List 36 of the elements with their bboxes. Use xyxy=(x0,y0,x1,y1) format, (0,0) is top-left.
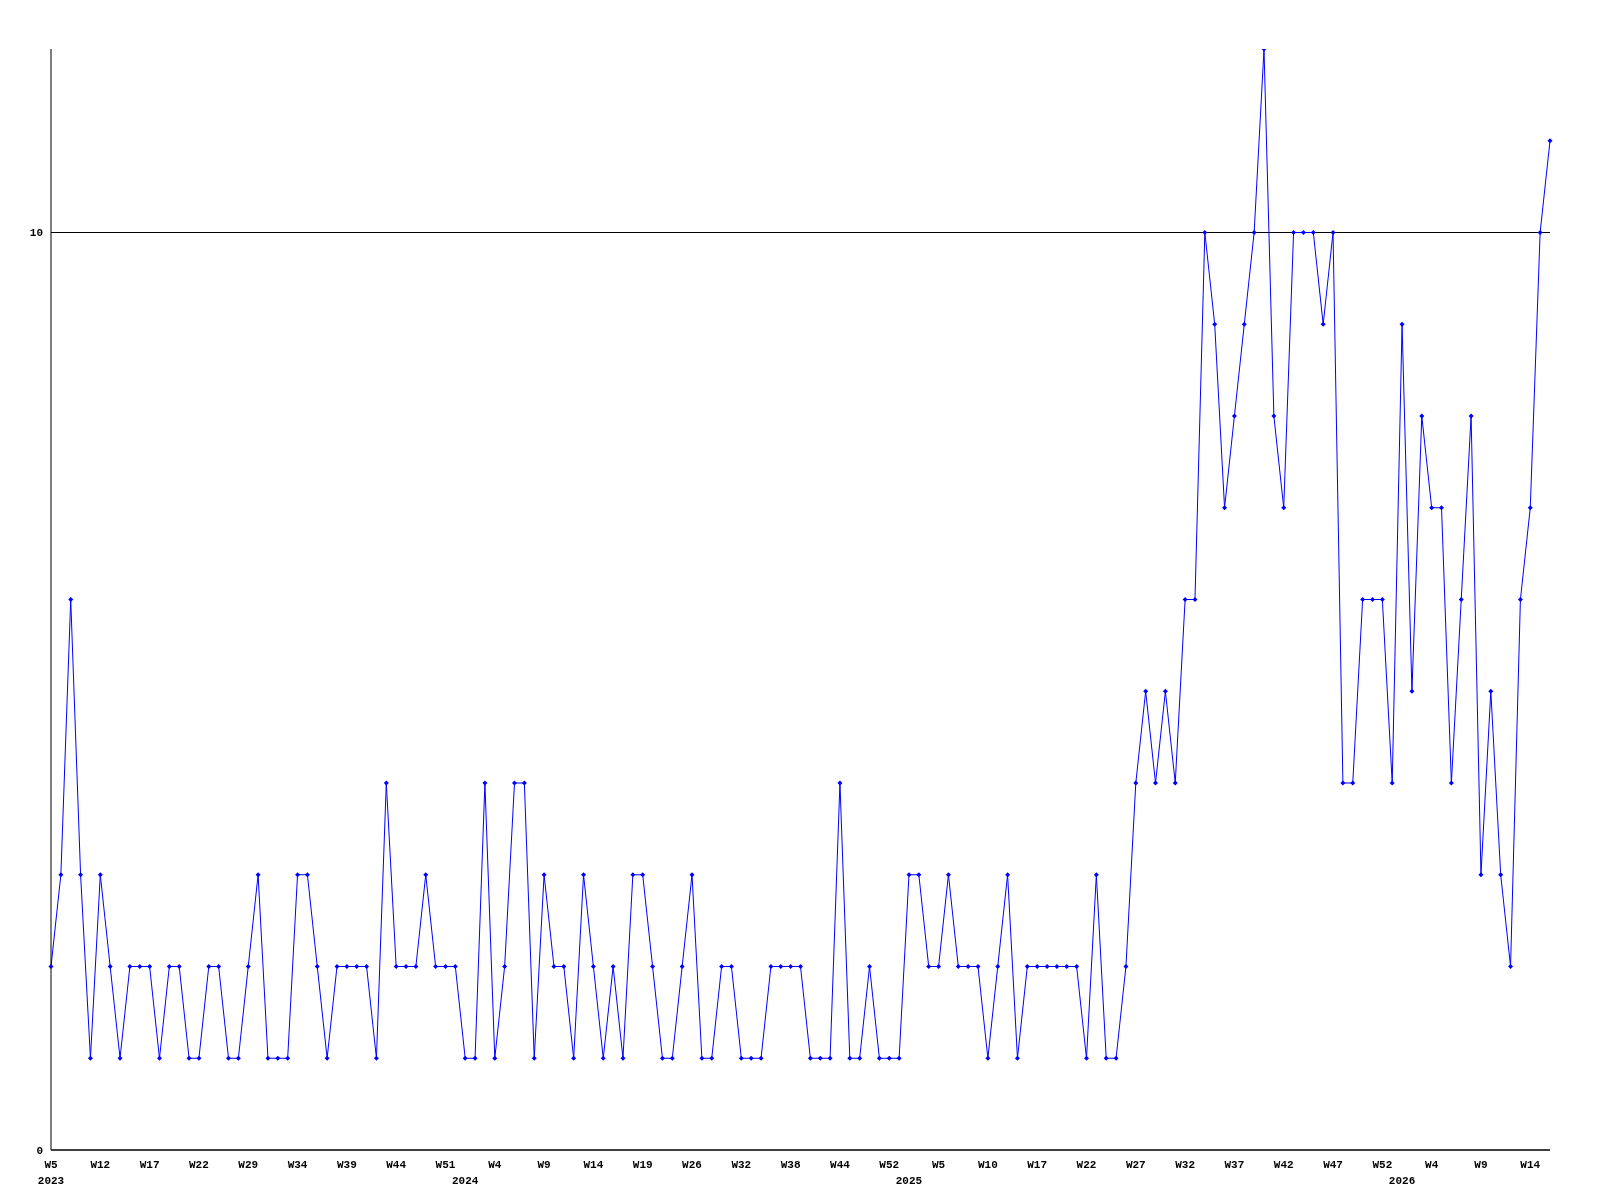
x-tick-label: W14 xyxy=(1520,1159,1541,1171)
x-tick-label: 2025 xyxy=(895,1175,923,1187)
x-tick-label: W52 xyxy=(1372,1159,1393,1171)
x-tick-label: W10 xyxy=(977,1159,998,1171)
x-tick-label: W27 xyxy=(1125,1159,1146,1171)
x-tick-label: W12 xyxy=(90,1159,111,1171)
x-tick-label: W47 xyxy=(1323,1159,1343,1171)
x-tick-label: W38 xyxy=(780,1159,801,1171)
x-tick-label: W26 xyxy=(682,1159,702,1171)
x-tick-label: W34 xyxy=(287,1159,308,1171)
x-tick-label: W51 xyxy=(435,1159,456,1171)
y-tick-label: 10 xyxy=(29,227,43,240)
x-tick-label: W32 xyxy=(1175,1159,1196,1171)
x-tick-label: W4 xyxy=(1425,1159,1439,1171)
x-tick-label: W44 xyxy=(830,1159,851,1171)
x-tick-label: W39 xyxy=(336,1159,357,1171)
x-tick-label: W9 xyxy=(537,1159,551,1171)
y-tick-label: 0 xyxy=(36,1144,43,1157)
x-tick-label: W29 xyxy=(238,1159,259,1171)
x-tick-label: W22 xyxy=(1076,1159,1097,1171)
x-tick-label: W14 xyxy=(583,1159,604,1171)
x-tick-label: W32 xyxy=(731,1159,752,1171)
x-tick-label: W22 xyxy=(189,1159,209,1171)
x-tick-label: W9 xyxy=(1474,1159,1488,1171)
x-tick-label: W37 xyxy=(1224,1159,1245,1171)
x-tick-label: W19 xyxy=(632,1159,653,1171)
x-tick-label: 2024 xyxy=(451,1175,479,1187)
x-tick-label: W42 xyxy=(1273,1159,1294,1171)
x-tick-label: W17 xyxy=(139,1159,160,1171)
x-tick-label: W5 2023 xyxy=(37,1159,65,1187)
x-tick-label: W5 xyxy=(931,1159,946,1171)
x-tick-label: W52 xyxy=(879,1159,900,1171)
x-tick-label: W4 xyxy=(488,1159,502,1171)
x-tick-label: W17 xyxy=(1027,1159,1048,1171)
x-tick-label: 2026 xyxy=(1388,1175,1416,1187)
x-tick-label: W44 xyxy=(386,1159,407,1171)
